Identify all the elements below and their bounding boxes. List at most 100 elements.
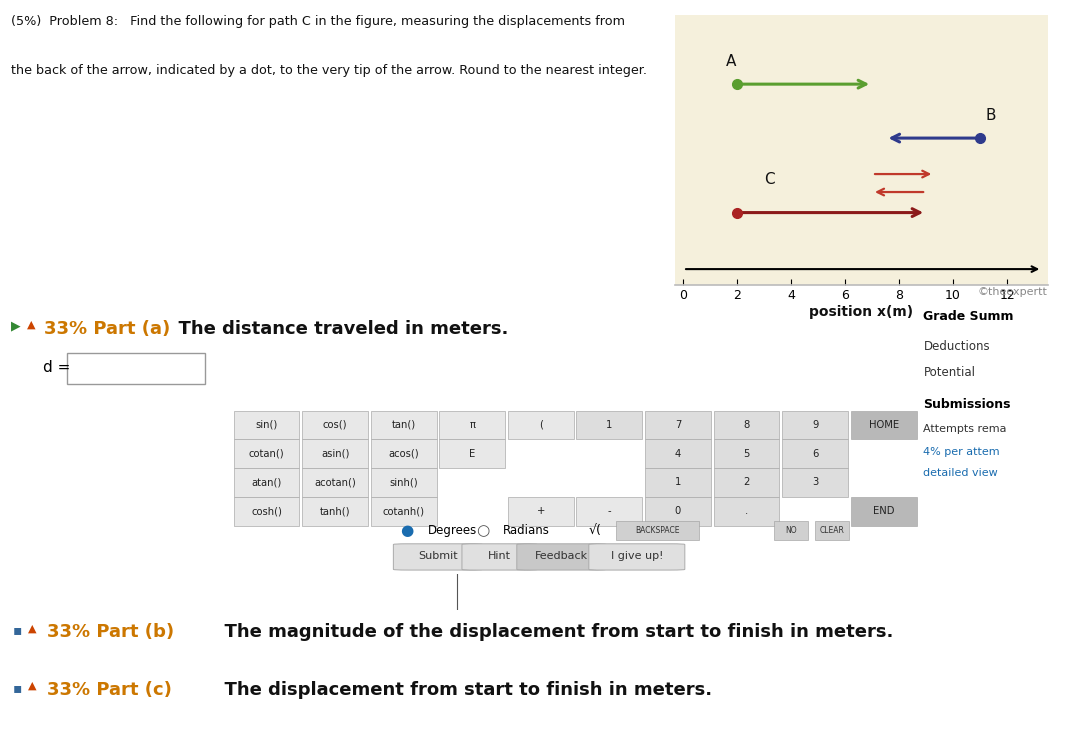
FancyBboxPatch shape [233, 469, 299, 497]
Text: detailed view: detailed view [923, 468, 998, 478]
X-axis label: position x(m): position x(m) [809, 305, 914, 319]
Text: atan(): atan() [252, 477, 282, 488]
Text: Deductions: Deductions [923, 340, 990, 353]
Text: A: A [726, 54, 737, 69]
FancyBboxPatch shape [67, 353, 205, 384]
Text: Submit: Submit [418, 551, 458, 561]
FancyBboxPatch shape [645, 411, 711, 439]
FancyBboxPatch shape [302, 497, 368, 525]
Text: 33% Part (b): 33% Part (b) [46, 624, 174, 641]
FancyBboxPatch shape [508, 497, 573, 525]
Text: The displacement from start to finish in meters.: The displacement from start to finish in… [212, 681, 712, 698]
Text: tan(): tan() [392, 420, 416, 429]
Text: ●: ● [401, 523, 414, 538]
Text: ○: ○ [476, 523, 489, 538]
Text: The magnitude of the displacement from start to finish in meters.: The magnitude of the displacement from s… [212, 624, 893, 641]
Text: HOME: HOME [868, 420, 899, 429]
FancyBboxPatch shape [815, 521, 850, 540]
Text: ▪: ▪ [13, 681, 23, 695]
FancyBboxPatch shape [714, 469, 780, 497]
Text: -: - [608, 506, 611, 517]
Text: NO: NO [785, 526, 797, 535]
Text: 1: 1 [675, 477, 681, 488]
FancyBboxPatch shape [714, 411, 780, 439]
FancyBboxPatch shape [782, 411, 848, 439]
Text: d =: d = [43, 360, 70, 375]
Text: 5: 5 [743, 449, 750, 459]
Text: the back of the arrow, indicated by a dot, to the very tip of the arrow. Round t: the back of the arrow, indicated by a do… [11, 64, 647, 78]
FancyBboxPatch shape [645, 497, 711, 525]
FancyBboxPatch shape [714, 440, 780, 468]
Text: cos(): cos() [323, 420, 348, 429]
FancyBboxPatch shape [370, 411, 436, 439]
Text: sin(): sin() [255, 420, 278, 429]
Text: BACKSPACE: BACKSPACE [635, 526, 679, 535]
Text: ▲: ▲ [27, 319, 36, 330]
Text: asin(): asin() [321, 449, 349, 459]
Text: Radians: Radians [503, 524, 550, 537]
Text: 0: 0 [675, 506, 681, 517]
Text: tanh(): tanh() [320, 506, 350, 517]
FancyBboxPatch shape [517, 544, 606, 570]
FancyBboxPatch shape [782, 440, 848, 468]
Text: CLEAR: CLEAR [820, 526, 845, 535]
Text: Hint: Hint [488, 551, 511, 561]
FancyBboxPatch shape [577, 411, 643, 439]
Text: C: C [765, 172, 774, 187]
Text: 6: 6 [812, 449, 819, 459]
Text: +: + [537, 506, 545, 517]
FancyBboxPatch shape [774, 521, 808, 540]
FancyBboxPatch shape [393, 544, 483, 570]
FancyBboxPatch shape [370, 497, 436, 525]
Text: (5%)  Problem 8:   Find the following for path C in the figure, measuring the di: (5%) Problem 8: Find the following for p… [11, 15, 625, 28]
FancyBboxPatch shape [233, 411, 299, 439]
Text: 4: 4 [675, 449, 681, 459]
FancyBboxPatch shape [302, 469, 368, 497]
FancyBboxPatch shape [851, 411, 917, 439]
Text: Feedback: Feedback [535, 551, 588, 561]
Text: acotan(): acotan() [314, 477, 356, 488]
Text: 1: 1 [606, 420, 612, 429]
FancyBboxPatch shape [370, 469, 436, 497]
FancyBboxPatch shape [440, 440, 505, 468]
Text: π: π [469, 420, 475, 429]
FancyBboxPatch shape [714, 497, 780, 525]
FancyBboxPatch shape [370, 440, 436, 468]
Text: .: . [745, 506, 748, 517]
Text: Attempts rema: Attempts rema [923, 424, 1007, 435]
Text: ▲: ▲ [28, 681, 37, 691]
Text: ©theexpertt: ©theexpertt [977, 287, 1048, 297]
Text: END: END [873, 506, 894, 517]
Text: acos(): acos() [389, 449, 419, 459]
Text: ▶: ▶ [11, 319, 21, 333]
FancyBboxPatch shape [440, 411, 505, 439]
FancyBboxPatch shape [645, 469, 711, 497]
Text: Grade Summ: Grade Summ [923, 310, 1014, 324]
Text: (: ( [539, 420, 543, 429]
Text: Potential: Potential [923, 366, 975, 378]
Text: 9: 9 [812, 420, 819, 429]
FancyBboxPatch shape [233, 440, 299, 468]
Text: Submissions: Submissions [923, 398, 1011, 411]
Text: The distance traveled in meters.: The distance traveled in meters. [166, 319, 509, 338]
FancyBboxPatch shape [577, 497, 643, 525]
Text: I give up!: I give up! [610, 551, 663, 561]
Text: sinh(): sinh() [389, 477, 418, 488]
Text: ▲: ▲ [28, 624, 37, 633]
FancyBboxPatch shape [782, 469, 848, 497]
FancyBboxPatch shape [617, 521, 699, 540]
FancyBboxPatch shape [508, 411, 573, 439]
Text: √(: √( [589, 524, 602, 537]
Text: 33% Part (c): 33% Part (c) [46, 681, 172, 698]
Text: Degrees: Degrees [428, 524, 477, 537]
Text: cotanh(): cotanh() [382, 506, 424, 517]
FancyBboxPatch shape [302, 440, 368, 468]
FancyBboxPatch shape [462, 544, 538, 570]
FancyBboxPatch shape [302, 411, 368, 439]
Text: 2: 2 [743, 477, 750, 488]
FancyBboxPatch shape [645, 440, 711, 468]
Text: ▪: ▪ [13, 624, 23, 638]
Text: cosh(): cosh() [251, 506, 282, 517]
Text: Feedback: 5% deduction per feedback.: Feedback: 5% deduction per feedback. [462, 585, 691, 599]
Text: 33% Part (a): 33% Part (a) [44, 319, 171, 338]
